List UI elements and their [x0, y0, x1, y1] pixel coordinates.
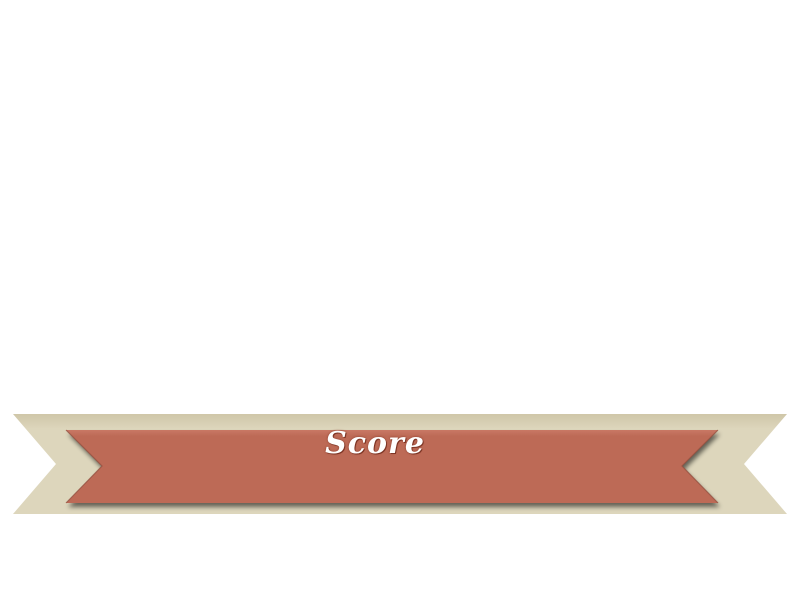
inner-ribbon-bevel-right	[681, 429, 719, 504]
score-label: Score	[325, 426, 425, 461]
inner-ribbon	[66, 430, 718, 503]
inner-ribbon-bevel-left	[65, 429, 103, 504]
